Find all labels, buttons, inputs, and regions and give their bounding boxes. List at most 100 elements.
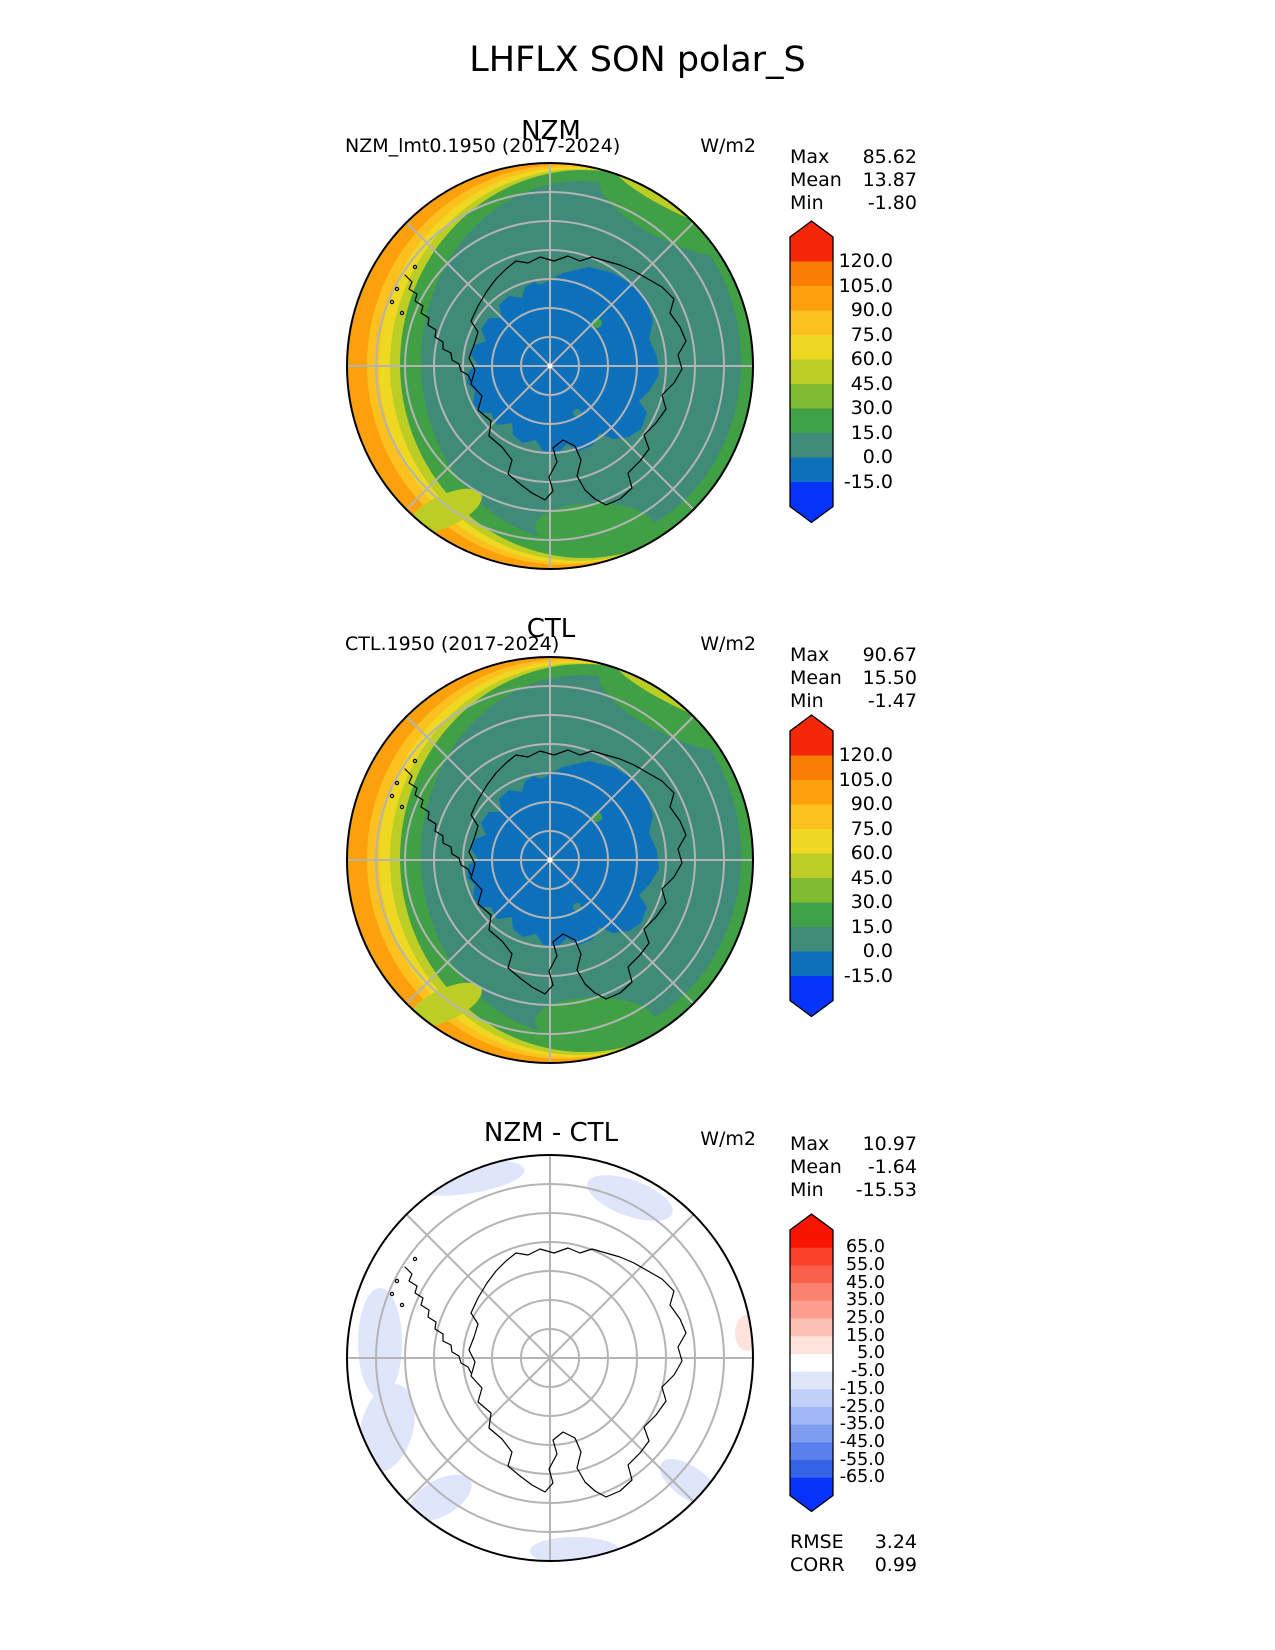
panel-nzm-units-label: W/m2 [700, 135, 756, 157]
colorbar-tick: -5.0 [850, 1361, 885, 1382]
colorbar-segment [790, 261, 833, 287]
panel-diff-units-label: W/m2 [700, 1128, 756, 1150]
colorbar-segment [790, 804, 833, 830]
colorbar-tick: -15.0 [843, 964, 893, 987]
stat-label: Mean [790, 667, 842, 689]
panel-ctl-units-label: W/m2 [700, 633, 756, 655]
colorbar-segment [790, 755, 833, 781]
colorbar-segment [790, 1353, 833, 1373]
rmse-value: 3.24 [874, 1531, 917, 1553]
colorbar-diff [789, 1213, 834, 1513]
map-diff [346, 1154, 754, 1562]
map-boundary [346, 656, 754, 1064]
colorbar-segment [790, 1265, 833, 1284]
stat-label: Mean [790, 1156, 842, 1178]
stats-block-nzm: Max 85.62 Mean 13.87 Min -1.80 [790, 146, 917, 215]
colorbar-segment [790, 359, 833, 385]
stat-row: Min -15.53 [790, 1179, 917, 1202]
colorbar-tick: 45.0 [850, 372, 893, 395]
colorbar-tick: 45.0 [850, 866, 893, 889]
stat-row: Min -1.80 [790, 192, 917, 215]
colorbar-ctl [789, 714, 834, 1018]
colorbar-segment [790, 1230, 833, 1249]
stat-row: Max 90.67 [790, 644, 917, 667]
stat-row: RMSE 3.24 [790, 1531, 917, 1554]
map-nzm [346, 162, 754, 570]
colorbar-segment [790, 1424, 833, 1443]
colorbar-tick: 120.0 [838, 250, 893, 272]
colorbar-tick: -35.0 [839, 1414, 885, 1435]
colorbar-segment [790, 335, 833, 360]
colorbar-segment [790, 384, 833, 409]
colorbar-tick: 5.0 [857, 1343, 885, 1364]
colorbar-outline [789, 220, 834, 524]
colorbar-tick: 105.0 [838, 274, 893, 297]
colorbar-arrow-top [790, 715, 833, 731]
colorbar-segment [790, 780, 833, 805]
colorbar-ticks-nzm: 120.0 105.0 90.0 75.0 60.0 45.0 30.0 15.0 0.0 -15… [810, 237, 893, 507]
colorbar-segment [790, 237, 833, 262]
colorbar-tick: -25.0 [839, 1396, 885, 1417]
stat-row: Max 85.62 [790, 146, 917, 169]
stat-value: 13.87 [862, 169, 917, 191]
colorbar-segment [790, 1371, 833, 1390]
panel-ctl-center-label: CTL [526, 614, 576, 644]
colorbar-segment [790, 1460, 833, 1479]
colorbar-segment [790, 976, 833, 1001]
stat-value: -1.47 [867, 690, 917, 712]
stat-label: Min [790, 192, 824, 214]
colorbar-arrow-top [790, 221, 833, 237]
stat-row: Mean 15.50 [790, 667, 917, 690]
colorbar-tick: 75.0 [850, 323, 893, 346]
rmse-label: RMSE [790, 1531, 844, 1553]
stat-value: 15.50 [862, 667, 917, 689]
colorbar-tick: 15.0 [846, 1325, 885, 1346]
corr-label: CORR [790, 1554, 845, 1576]
colorbar-segment [790, 853, 833, 879]
colorbar-segment [790, 902, 833, 928]
colorbar-segment [790, 1407, 833, 1426]
colorbar-tick: 65.0 [846, 1237, 885, 1258]
stat-label: Max [790, 1133, 830, 1155]
colorbar-tick: 0.0 [862, 446, 893, 468]
colorbar-tick: -65.0 [839, 1467, 885, 1488]
colorbar-ticks-diff: 65.0 55.0 45.0 35.0 25.0 15.0 5.0 -5.0 -15.0 -25.… [800, 1230, 885, 1496]
stat-row: Min -1.47 [790, 690, 917, 713]
panel-nzm-left-label: NZM_lmt0.1950 (2017-2024) [345, 135, 621, 157]
colorbar-segment [790, 878, 833, 903]
colorbar-tick: 90.0 [850, 793, 893, 815]
map-ctl [346, 656, 754, 1064]
colorbar-tick: 45.0 [846, 1272, 885, 1293]
colorbar-segment [790, 1300, 833, 1319]
colorbar-segment [790, 408, 833, 434]
colorbar-tick: 35.0 [846, 1290, 885, 1311]
colorbar-tick: 105.0 [838, 768, 893, 791]
stat-label: Max [790, 146, 830, 168]
stats-block-ctl: Max 90.67 Mean 15.50 Min -1.47 [790, 644, 917, 713]
colorbar-segment [790, 310, 833, 336]
colorbar-tick: -15.0 [843, 470, 893, 493]
colorbar-segment [790, 1283, 833, 1302]
colorbar-tick: 75.0 [850, 817, 893, 840]
colorbar-segment [790, 951, 833, 977]
colorbar-outline [789, 714, 834, 1018]
colorbar-tick: 55.0 [846, 1254, 885, 1275]
colorbar-tick: 25.0 [846, 1308, 885, 1328]
colorbar-tick: 30.0 [850, 397, 893, 419]
stat-value: 90.67 [862, 644, 917, 666]
stat-label: Min [790, 690, 824, 712]
colorbar-segment [790, 1336, 833, 1355]
colorbar-segment [790, 829, 833, 854]
colorbar-arrow-bottom [790, 506, 833, 523]
corr-value: 0.99 [874, 1554, 917, 1576]
colorbar-tick: -15.0 [839, 1378, 885, 1399]
colorbar-arrow-bottom [790, 1495, 833, 1512]
stat-label: Min [790, 1179, 824, 1201]
stat-value: -15.53 [855, 1179, 917, 1201]
colorbar-arrow-bottom [790, 1000, 833, 1017]
stat-row: Mean -1.64 [790, 1156, 917, 1179]
colorbar-segment [790, 1442, 833, 1461]
colorbar-tick: -55.0 [839, 1449, 885, 1470]
colorbar-segment [790, 927, 833, 952]
